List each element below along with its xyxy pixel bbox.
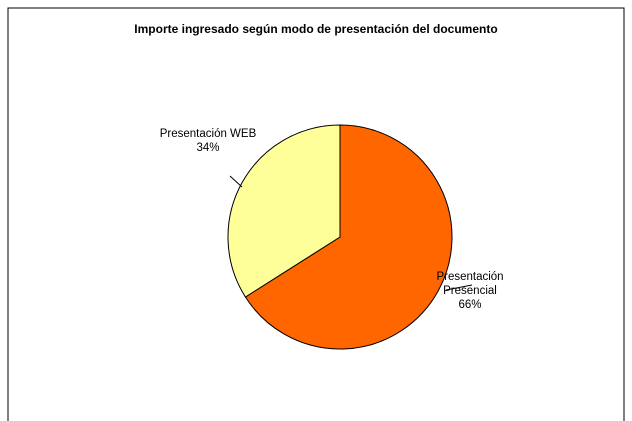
category-label: Presentación Presencial bbox=[436, 271, 504, 297]
value-label: 66% bbox=[458, 299, 482, 311]
pie-slice bbox=[227, 124, 341, 298]
chart-frame bbox=[7, 7, 625, 421]
slice-label-text: Presentación WEB 34% bbox=[148, 127, 268, 155]
leader-line bbox=[445, 284, 473, 291]
leader-line bbox=[229, 175, 243, 188]
slice-label: Presentación Presencial 66% bbox=[425, 270, 515, 312]
value-label: 34% bbox=[196, 142, 220, 154]
pie-slice bbox=[244, 124, 453, 350]
slice-label-text: Presentación Presencial 66% bbox=[425, 270, 515, 312]
chart-title: Importe ingresado según modo de presenta… bbox=[134, 22, 497, 36]
category-label: Presentación WEB bbox=[159, 128, 257, 140]
slice-label: Presentación WEB 34% bbox=[148, 127, 268, 155]
